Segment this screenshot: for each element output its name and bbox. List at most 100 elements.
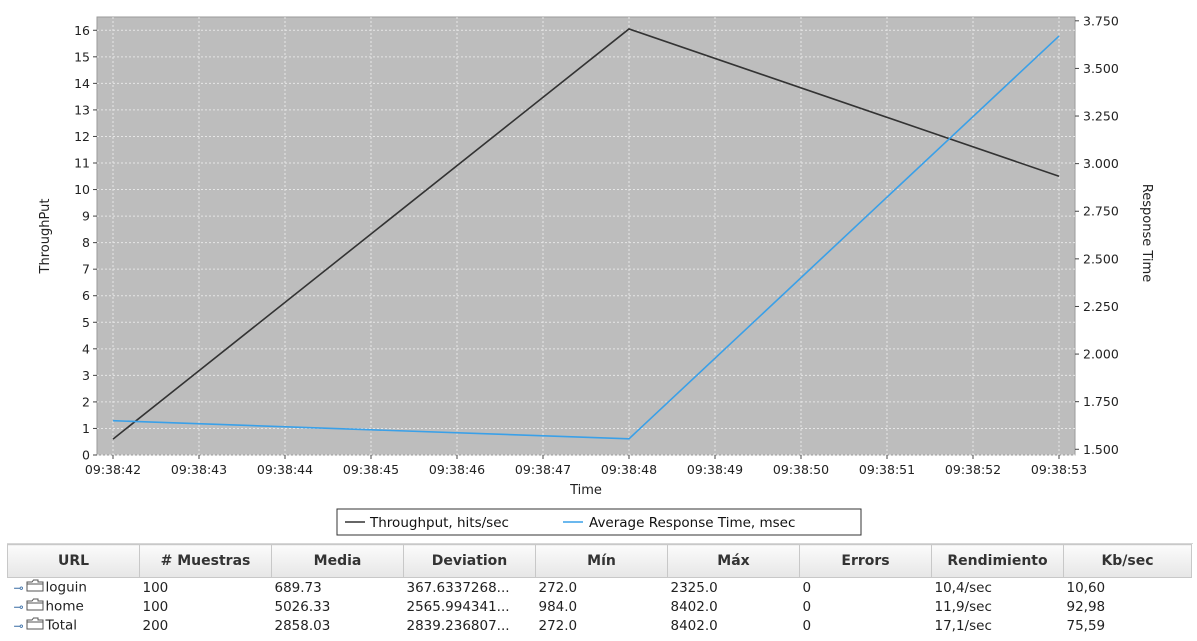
y-right-tick-label: 3.000 xyxy=(1083,156,1119,171)
series-layer xyxy=(112,28,1060,440)
x-axis: 09:38:42 09:38:43 09:38:44 09:38:45 09:38:46… xyxy=(85,455,1087,477)
summary-table-panel: URL # Muestras Media Deviation Mín Máx E… xyxy=(7,543,1193,640)
table-row[interactable]: ⊸ Total 200 2858.03 2839.236807... 272.0 … xyxy=(8,616,1192,635)
x-tick-label: 09:38:43 xyxy=(171,462,227,477)
x-tick-label: 09:38:48 xyxy=(601,462,657,477)
response-time-series-line xyxy=(112,35,1060,440)
deviation-cell: 2839.236807... xyxy=(406,617,510,634)
deviation-cell: 2565.994341... xyxy=(406,598,510,615)
legend-response-time-label: Average Response Time, msec xyxy=(589,515,795,531)
folder-icon xyxy=(26,617,46,634)
samples-cell: 100 xyxy=(142,598,169,615)
average-cell: 2858.03 xyxy=(274,617,331,634)
column-header-min[interactable]: Mín xyxy=(535,544,668,578)
x-tick-label: 09:38:49 xyxy=(687,462,743,477)
key-icon[interactable]: ⊸ xyxy=(13,580,24,595)
throughput-cell: 11,9/sec xyxy=(934,598,992,615)
y-right-tick-label: 3.250 xyxy=(1083,109,1119,124)
y-left-tick-label: 3 xyxy=(82,368,90,383)
url-cell[interactable]: ⊸ home xyxy=(8,597,140,616)
url-label: loguin xyxy=(45,579,87,596)
y-left-tick-label: 7 xyxy=(82,262,90,277)
max-cell: 8402.0 xyxy=(670,598,718,615)
y-axis-left-label: ThroughPut xyxy=(38,199,53,275)
x-tick-label: 09:38:42 xyxy=(85,462,141,477)
x-tick-label: 09:38:51 xyxy=(859,462,915,477)
y-left-tick-label: 8 xyxy=(82,235,90,250)
x-tick-label: 09:38:53 xyxy=(1031,462,1087,477)
x-tick-label: 09:38:47 xyxy=(515,462,571,477)
throughput-series-line xyxy=(112,28,1060,440)
y-left-tick-label: 13 xyxy=(74,102,90,117)
y-left-tick-label: 0 xyxy=(82,448,90,463)
errors-cell: 0 xyxy=(802,579,812,596)
table-row[interactable]: ⊸ loguin 100 689.73 367.6337268... 272.0 … xyxy=(8,578,1192,598)
right-axis: 1.500 1.750 2.000 2.250 2.500 2.750 3.000 3.250… xyxy=(1075,13,1119,457)
min-cell: 984.0 xyxy=(538,598,578,615)
x-axis-label: Time xyxy=(569,483,602,498)
x-tick-label: 09:38:46 xyxy=(429,462,485,477)
column-header-average[interactable]: Media xyxy=(271,544,404,578)
errors-cell: 0 xyxy=(802,598,812,615)
max-cell: 8402.0 xyxy=(670,617,718,634)
key-icon[interactable]: ⊸ xyxy=(13,599,24,614)
x-tick-label: 09:38:50 xyxy=(773,462,829,477)
chart-grid xyxy=(97,17,1075,456)
average-cell: 5026.33 xyxy=(274,598,331,615)
kb-sec-cell: 75,59 xyxy=(1066,617,1106,634)
y-left-tick-label: 2 xyxy=(82,394,90,409)
average-cell: 689.73 xyxy=(274,579,322,596)
min-cell: 272.0 xyxy=(538,617,578,634)
chart-legend: Throughput, hits/sec Average Response Ti… xyxy=(336,508,862,536)
x-tick-label: 09:38:45 xyxy=(343,462,399,477)
y-left-tick-label: 14 xyxy=(74,76,90,91)
url-cell[interactable]: ⊸ loguin xyxy=(8,578,140,598)
y-right-tick-label: 2.750 xyxy=(1083,204,1119,219)
url-cell[interactable]: ⊸ Total xyxy=(8,616,140,635)
url-label: home xyxy=(45,598,84,615)
throughput-cell: 17,1/sec xyxy=(934,617,992,634)
column-header-url[interactable]: URL xyxy=(7,544,140,578)
column-header-samples[interactable]: # Muestras xyxy=(139,544,272,578)
folder-icon xyxy=(26,579,46,596)
y-right-tick-label: 1.500 xyxy=(1083,442,1119,457)
y-left-tick-label: 6 xyxy=(82,288,90,303)
url-label: Total xyxy=(45,617,78,634)
y-right-tick-label: 2.000 xyxy=(1083,347,1119,362)
max-cell: 2325.0 xyxy=(670,579,718,596)
errors-cell: 0 xyxy=(802,617,812,634)
key-icon[interactable]: ⊸ xyxy=(13,618,24,633)
summary-table: URL # Muestras Media Deviation Mín Máx E… xyxy=(7,544,1192,635)
y-right-tick-label: 1.750 xyxy=(1083,394,1119,409)
column-header-deviation[interactable]: Deviation xyxy=(403,544,536,578)
y-right-tick-label: 3.750 xyxy=(1083,13,1119,28)
y-left-tick-label: 11 xyxy=(74,156,90,171)
y-right-tick-label: 2.500 xyxy=(1083,251,1119,266)
y-right-tick-label: 2.250 xyxy=(1083,299,1119,314)
kb-sec-cell: 92,98 xyxy=(1066,598,1106,615)
y-left-tick-label: 12 xyxy=(74,129,90,144)
x-tick-label: 09:38:44 xyxy=(257,462,313,477)
table-row[interactable]: ⊸ home 100 5026.33 2565.994341... 984.0 8… xyxy=(8,597,1192,616)
y-left-tick-label: 10 xyxy=(74,182,90,197)
y-axis-right-label: Response Time xyxy=(1139,184,1154,282)
column-header-errors[interactable]: Errors xyxy=(799,544,932,578)
throughput-cell: 10,4/sec xyxy=(934,579,992,596)
samples-cell: 100 xyxy=(142,579,169,596)
y-left-tick-label: 1 xyxy=(82,421,90,436)
y-left-tick-label: 9 xyxy=(82,209,90,224)
plot-area xyxy=(96,16,1076,456)
kb-sec-cell: 10,60 xyxy=(1066,579,1106,596)
column-header-max[interactable]: Máx xyxy=(667,544,800,578)
deviation-cell: 367.6337268... xyxy=(406,579,510,596)
column-header-throughput[interactable]: Rendimiento xyxy=(931,544,1064,578)
y-right-tick-label: 3.500 xyxy=(1083,61,1119,76)
min-cell: 272.0 xyxy=(538,579,578,596)
y-left-tick-label: 15 xyxy=(74,49,90,64)
y-left-tick-label: 16 xyxy=(74,23,90,38)
column-header-kb-sec[interactable]: Kb/sec xyxy=(1063,544,1192,578)
y-left-tick-label: 5 xyxy=(82,315,90,330)
folder-icon xyxy=(26,598,46,615)
legend-throughput-label: Throughput, hits/sec xyxy=(369,515,509,531)
